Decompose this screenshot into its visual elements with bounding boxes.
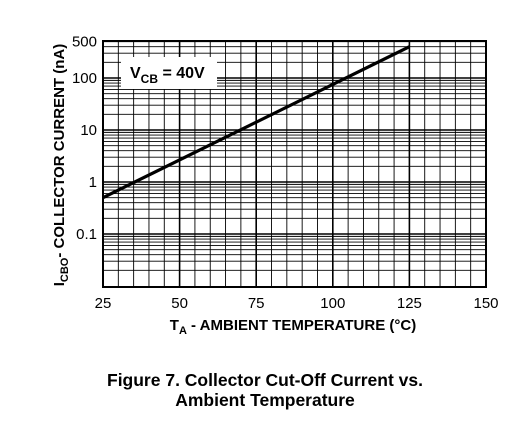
x-tick-label: 75 [248, 295, 265, 312]
plot-border [102, 40, 487, 288]
caption-line-1: Figure 7. Collector Cut-Off Current vs. [107, 370, 423, 390]
annotation-label: VCB = 40V [130, 65, 205, 86]
y-tick-label: 500 [72, 34, 97, 51]
y-tick-label: 100 [72, 70, 97, 87]
series-line [102, 45, 411, 200]
y-axis-label: ICBO- COLLECTOR CURRENT (nA) [51, 44, 71, 287]
caption-line-2: Ambient Temperature [175, 390, 355, 410]
series-group [102, 45, 411, 200]
annotation-group: VCB = 40V [121, 57, 217, 89]
x-tick-label: 150 [473, 295, 498, 312]
figure-caption: Figure 7. Collector Cut-Off Current vs. … [0, 370, 530, 410]
annotation-background [121, 57, 217, 89]
y-tick-label: 10 [80, 122, 97, 139]
x-axis-label: TA - AMBIENT TEMPERATURE (°C) [170, 317, 416, 337]
x-tick-label: 50 [171, 295, 188, 312]
x-tick-label: 25 [95, 295, 112, 312]
y-tick-label: 1 [89, 174, 97, 191]
x-tick-label: 100 [320, 295, 345, 312]
tick-labels: 25 50 75 100 125 150 0.1 1 10 100 500 [72, 34, 499, 312]
axis-labels: TA - AMBIENT TEMPERATURE (°C) ICBO- COLLE… [51, 44, 416, 337]
x-tick-label: 125 [397, 295, 422, 312]
grid [102, 40, 487, 288]
y-tick-label: 0.1 [76, 226, 97, 243]
